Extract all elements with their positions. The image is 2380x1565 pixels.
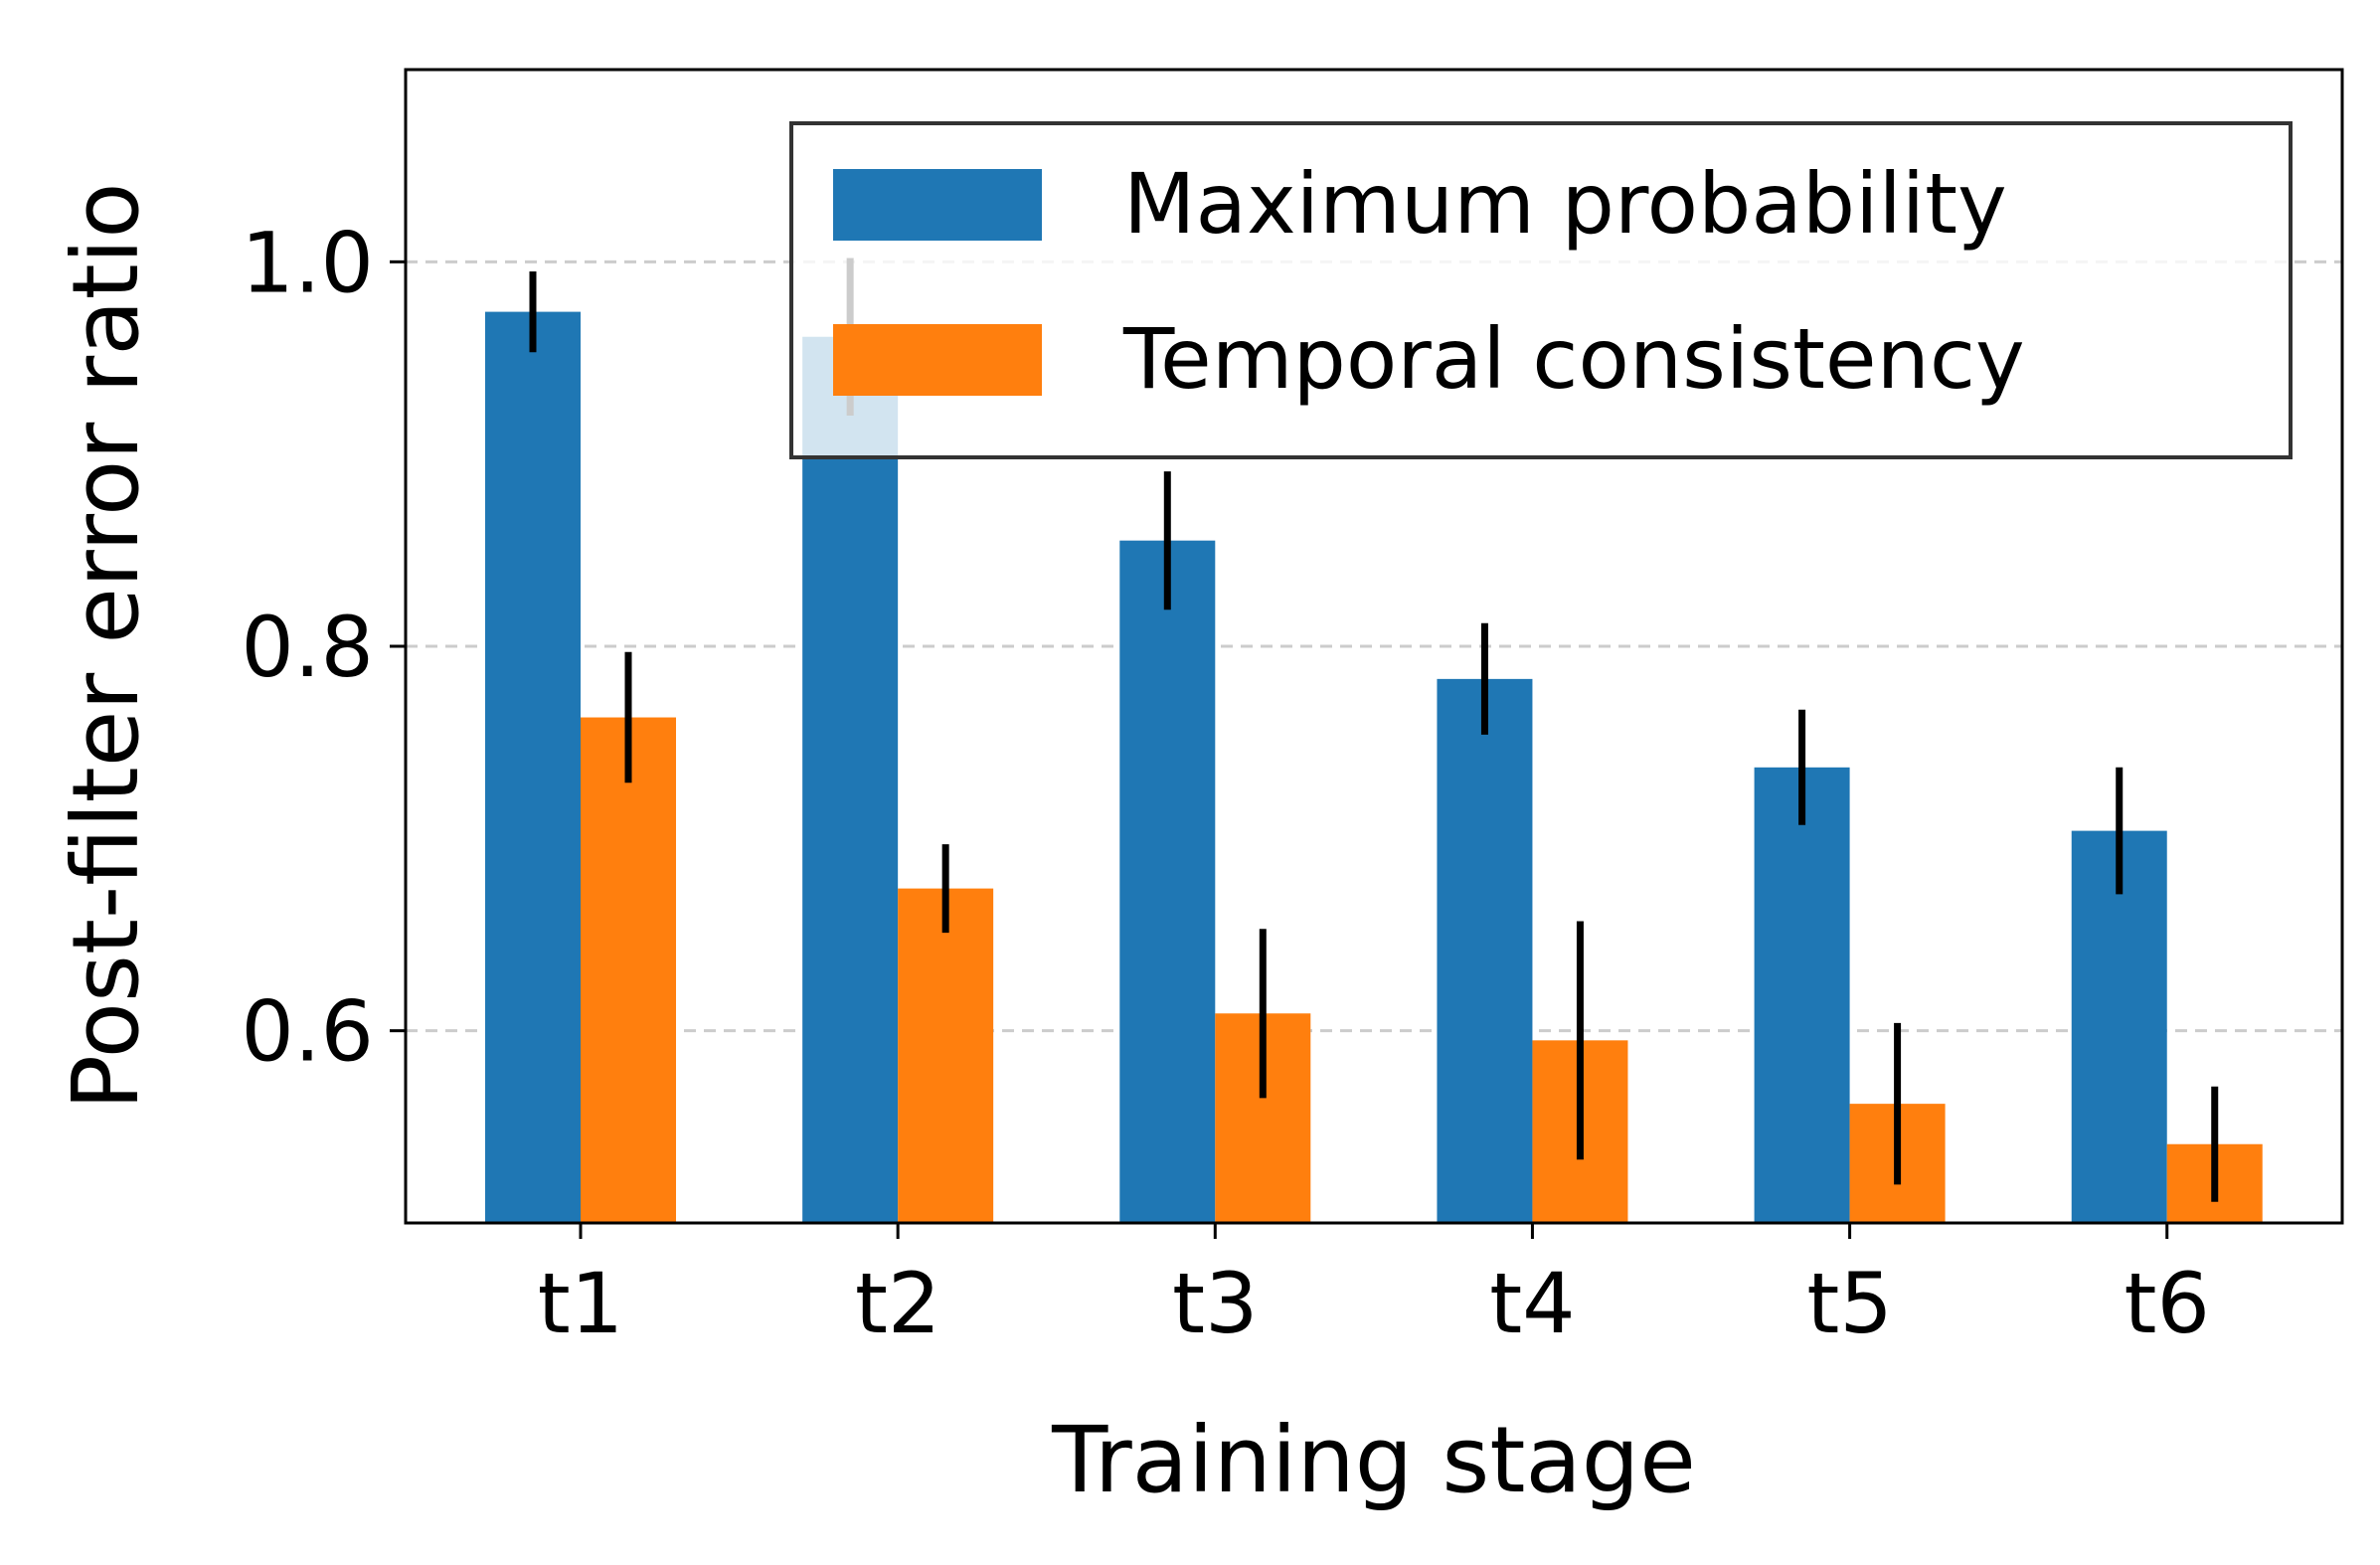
bar-maximum-probability-t3 — [1119, 540, 1216, 1223]
bar-temporal-consistency-t2 — [898, 888, 994, 1223]
x-tick-label-t6: t6 — [2125, 1255, 2210, 1352]
bars — [485, 311, 2263, 1224]
bar-maximum-probability-t2 — [802, 336, 899, 1223]
y-ticks: 0.6 0.8 1.0 — [241, 214, 406, 1081]
error-bars — [529, 258, 2219, 1202]
y-tick-label: 0.8 — [241, 599, 374, 696]
legend-swatch-temporal-consistency — [833, 324, 1042, 396]
x-tick-label-t5: t5 — [1806, 1255, 1892, 1352]
bar-maximum-probability-t6 — [2071, 830, 2167, 1223]
x-tick-label-t3: t3 — [1172, 1255, 1258, 1352]
bar-maximum-probability-t4 — [1437, 678, 1533, 1223]
x-ticks: t1 t2 t3 t4 t5 t6 — [538, 1223, 2210, 1352]
y-axis-label: Post-filter error ratio — [53, 182, 159, 1110]
legend-label-maximum-probability: Maximum probability — [1123, 155, 2007, 253]
bar-maximum-probability-t5 — [1754, 767, 1850, 1223]
legend: Maximum probability Temporal consistency — [789, 121, 2293, 459]
bar-temporal-consistency-t1 — [581, 717, 676, 1223]
y-tick-label: 0.6 — [241, 983, 374, 1081]
x-tick-label-t2: t2 — [855, 1255, 940, 1352]
x-axis-label: Training stage — [1051, 1407, 1696, 1513]
legend-swatch-maximum-probability — [833, 169, 1042, 241]
x-tick-label-t4: t4 — [1489, 1255, 1575, 1352]
y-tick-label: 1.0 — [241, 214, 374, 311]
bar-maximum-probability-t1 — [485, 311, 581, 1224]
x-tick-label-t1: t1 — [538, 1255, 623, 1352]
legend-label-temporal-consistency: Temporal consistency — [1122, 310, 2025, 408]
